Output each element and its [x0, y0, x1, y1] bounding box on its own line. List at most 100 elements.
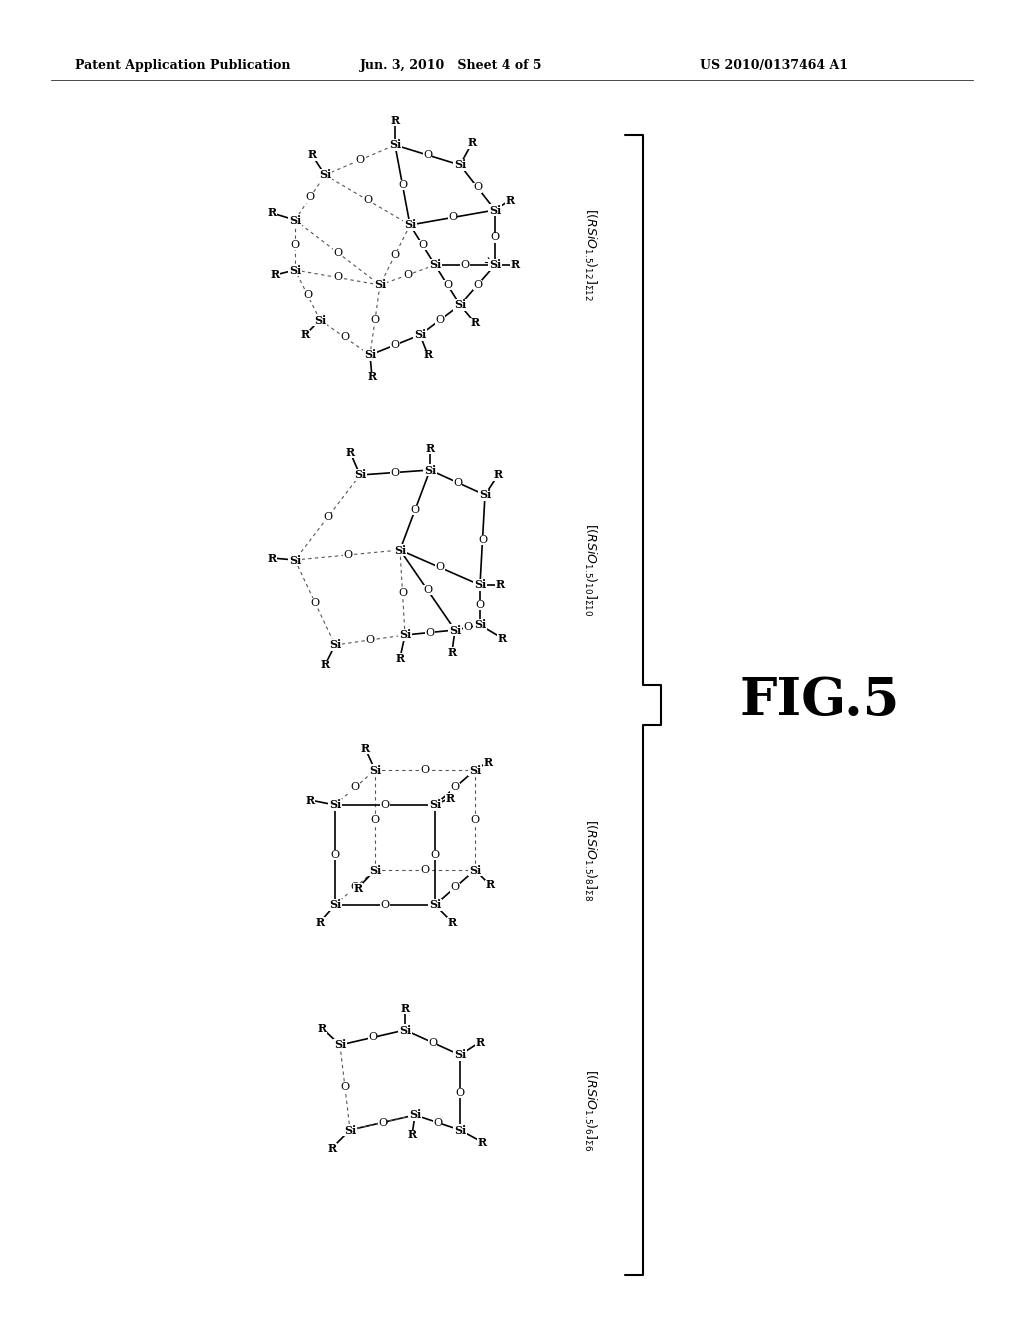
- Text: Si: Si: [289, 264, 301, 276]
- Text: R: R: [305, 795, 314, 805]
- Text: O: O: [425, 627, 434, 638]
- Text: O: O: [371, 315, 380, 325]
- Text: Si: Si: [364, 350, 376, 360]
- Text: O: O: [470, 814, 479, 825]
- Text: O: O: [463, 623, 472, 632]
- Text: O: O: [368, 1032, 377, 1043]
- Text: R: R: [400, 1002, 410, 1014]
- Text: R: R: [395, 652, 404, 664]
- Text: R: R: [353, 883, 362, 894]
- Text: Si: Si: [488, 205, 501, 215]
- Text: Si: Si: [403, 219, 416, 231]
- Text: O: O: [310, 598, 319, 607]
- Text: R: R: [360, 742, 370, 754]
- Text: Jun. 3, 2010   Sheet 4 of 5: Jun. 3, 2010 Sheet 4 of 5: [360, 58, 543, 71]
- Text: $[(RSiO_{1.5})_{12}]_{\Sigma12}$: $[(RSiO_{1.5})_{12}]_{\Sigma12}$: [582, 209, 598, 301]
- Text: R: R: [485, 879, 495, 891]
- Text: R: R: [345, 446, 354, 458]
- Text: Si: Si: [454, 300, 466, 310]
- Text: Si: Si: [369, 764, 381, 776]
- Text: $[(RSiO_{1.5})_{6}]_{\Sigma6}$: $[(RSiO_{1.5})_{6}]_{\Sigma6}$: [582, 1069, 598, 1151]
- Text: O: O: [350, 783, 359, 792]
- Text: O: O: [475, 601, 484, 610]
- Text: O: O: [340, 1082, 349, 1093]
- Text: O: O: [430, 850, 439, 861]
- Text: R: R: [475, 1036, 484, 1048]
- Text: O: O: [333, 272, 342, 282]
- Text: R: R: [477, 1137, 486, 1147]
- Text: O: O: [305, 193, 314, 202]
- Text: O: O: [435, 562, 444, 573]
- Text: Si: Si: [454, 1125, 466, 1135]
- Text: O: O: [331, 850, 340, 861]
- Text: O: O: [362, 195, 372, 205]
- Text: Si: Si: [474, 579, 486, 590]
- Text: O: O: [435, 315, 444, 325]
- Text: Si: Si: [479, 490, 492, 500]
- Text: Si: Si: [329, 639, 341, 651]
- Text: O: O: [303, 290, 312, 300]
- Text: R: R: [470, 318, 479, 329]
- Text: Si: Si: [424, 465, 436, 475]
- Text: Si: Si: [289, 554, 301, 565]
- Text: O: O: [390, 341, 399, 350]
- Text: O: O: [390, 249, 399, 260]
- Text: O: O: [473, 280, 482, 290]
- Text: R: R: [467, 137, 476, 149]
- Text: R: R: [300, 330, 309, 341]
- Text: Si: Si: [399, 630, 411, 640]
- Text: O: O: [490, 232, 500, 243]
- Text: O: O: [428, 1038, 437, 1048]
- Text: Si: Si: [469, 764, 481, 776]
- Text: Si: Si: [389, 140, 401, 150]
- Text: Si: Si: [488, 260, 501, 271]
- Text: Si: Si: [289, 214, 301, 226]
- Text: R: R: [368, 371, 377, 383]
- Text: Si: Si: [409, 1110, 421, 1121]
- Text: O: O: [478, 535, 487, 545]
- Text: FIG.5: FIG.5: [739, 675, 900, 726]
- Text: Si: Si: [469, 865, 481, 875]
- Text: R: R: [498, 632, 507, 644]
- Text: R: R: [267, 553, 276, 564]
- Text: Si: Si: [369, 865, 381, 875]
- Text: Si: Si: [474, 619, 486, 631]
- Text: R: R: [447, 647, 457, 657]
- Text: Si: Si: [334, 1040, 346, 1051]
- Text: R: R: [506, 194, 515, 206]
- Text: O: O: [421, 766, 429, 775]
- Text: R: R: [447, 916, 457, 928]
- Text: Si: Si: [449, 624, 461, 635]
- Text: O: O: [343, 550, 352, 560]
- Text: O: O: [350, 883, 359, 892]
- Text: Si: Si: [429, 800, 441, 810]
- Text: O: O: [378, 1118, 387, 1127]
- Text: R: R: [307, 149, 316, 161]
- Text: R: R: [425, 442, 434, 454]
- Text: O: O: [390, 467, 399, 478]
- Text: O: O: [366, 635, 375, 645]
- Text: O: O: [340, 333, 349, 342]
- Text: R: R: [424, 350, 432, 360]
- Text: O: O: [291, 240, 300, 249]
- Text: O: O: [378, 1118, 387, 1127]
- Text: Si: Si: [314, 314, 326, 326]
- Text: R: R: [328, 1143, 337, 1154]
- Text: Si: Si: [399, 1024, 411, 1035]
- Text: Si: Si: [429, 260, 441, 271]
- Text: Si: Si: [394, 544, 407, 556]
- Text: Si: Si: [429, 899, 441, 911]
- Text: Si: Si: [414, 330, 426, 341]
- Text: O: O: [398, 587, 408, 598]
- Text: Si: Si: [344, 1125, 356, 1135]
- Text: R: R: [494, 470, 503, 480]
- Text: R: R: [510, 260, 519, 271]
- Text: R: R: [267, 207, 276, 219]
- Text: R: R: [315, 916, 325, 928]
- Text: R: R: [321, 660, 330, 671]
- Text: O: O: [418, 240, 427, 249]
- Text: Si: Si: [454, 1049, 466, 1060]
- Text: US 2010/0137464 A1: US 2010/0137464 A1: [700, 58, 848, 71]
- Text: R: R: [270, 269, 280, 281]
- Text: R: R: [445, 792, 455, 804]
